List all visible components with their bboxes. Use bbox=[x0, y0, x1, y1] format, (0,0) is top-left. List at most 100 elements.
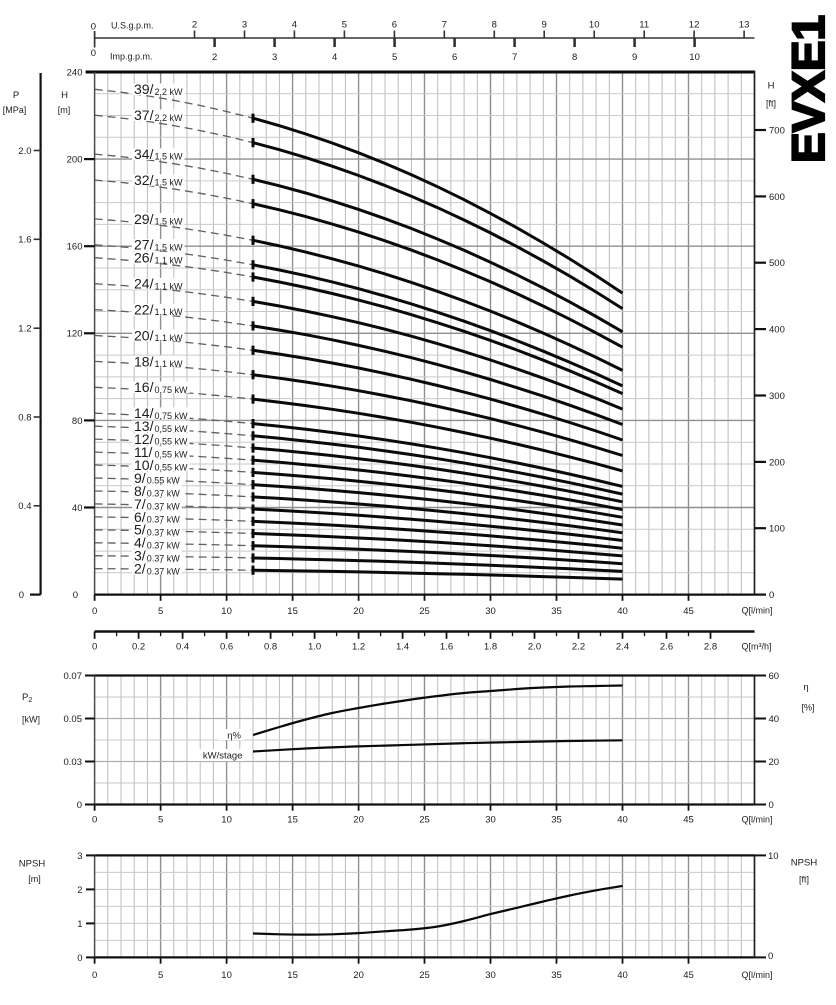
svg-text:[kW]: [kW] bbox=[22, 715, 40, 725]
svg-text:[m]: [m] bbox=[58, 105, 71, 115]
svg-text:[MPa]: [MPa] bbox=[3, 105, 27, 115]
svg-text:20: 20 bbox=[353, 606, 364, 617]
svg-text:Q[l/min]: Q[l/min] bbox=[742, 606, 773, 616]
svg-text:1.1 kW: 1.1 kW bbox=[155, 255, 184, 265]
svg-text:8: 8 bbox=[572, 52, 577, 63]
svg-text:9/: 9/ bbox=[134, 470, 146, 486]
svg-text:5: 5 bbox=[158, 606, 163, 617]
svg-text:40: 40 bbox=[617, 970, 628, 981]
svg-text:37/: 37/ bbox=[134, 107, 154, 123]
svg-text:25: 25 bbox=[419, 606, 430, 617]
svg-text:0.37 kW: 0.37 kW bbox=[147, 566, 181, 576]
svg-text:0: 0 bbox=[91, 22, 96, 33]
svg-text:10: 10 bbox=[689, 52, 700, 63]
svg-text:kW/stage: kW/stage bbox=[203, 751, 243, 762]
svg-text:P2: P2 bbox=[22, 692, 32, 704]
svg-text:3: 3 bbox=[77, 851, 82, 862]
svg-text:0.8: 0.8 bbox=[18, 412, 31, 423]
svg-text:1.5 kW: 1.5 kW bbox=[155, 152, 184, 162]
svg-text:120: 120 bbox=[67, 329, 83, 340]
svg-text:1.5 kW: 1.5 kW bbox=[155, 242, 184, 252]
svg-text:200: 200 bbox=[67, 155, 83, 166]
svg-text:4: 4 bbox=[332, 52, 337, 63]
svg-text:10: 10 bbox=[589, 20, 600, 31]
svg-text:16/: 16/ bbox=[134, 379, 154, 395]
svg-text:400: 400 bbox=[769, 325, 785, 336]
svg-text:11: 11 bbox=[639, 20, 649, 31]
svg-text:1: 1 bbox=[77, 919, 82, 930]
svg-text:10/: 10/ bbox=[134, 457, 154, 473]
svg-text:2.6: 2.6 bbox=[660, 642, 673, 653]
svg-text:1.2: 1.2 bbox=[18, 324, 31, 335]
svg-text:10: 10 bbox=[768, 851, 779, 862]
svg-text:9: 9 bbox=[542, 20, 547, 31]
svg-text:1.2: 1.2 bbox=[352, 642, 365, 653]
svg-text:7/: 7/ bbox=[134, 496, 146, 512]
svg-text:18/: 18/ bbox=[134, 353, 154, 369]
svg-text:100: 100 bbox=[769, 524, 785, 535]
svg-text:45: 45 bbox=[683, 815, 694, 826]
svg-text:2: 2 bbox=[212, 52, 217, 63]
svg-text:0.07: 0.07 bbox=[64, 671, 83, 682]
svg-text:60: 60 bbox=[769, 671, 780, 682]
svg-text:500: 500 bbox=[769, 258, 785, 269]
svg-text:0: 0 bbox=[92, 815, 97, 826]
svg-text:2.2 kW: 2.2 kW bbox=[155, 87, 184, 97]
svg-text:200: 200 bbox=[769, 457, 785, 468]
svg-text:0: 0 bbox=[92, 970, 97, 981]
svg-text:1.1 kW: 1.1 kW bbox=[155, 359, 184, 369]
svg-text:15: 15 bbox=[287, 815, 298, 826]
svg-text:0.37 kW: 0.37 kW bbox=[147, 515, 181, 525]
svg-text:10: 10 bbox=[221, 606, 232, 617]
svg-text:40: 40 bbox=[769, 714, 780, 725]
svg-text:0: 0 bbox=[769, 800, 774, 811]
svg-text:H: H bbox=[768, 81, 775, 92]
svg-text:15: 15 bbox=[287, 606, 298, 617]
svg-text:25: 25 bbox=[419, 815, 430, 826]
svg-text:40: 40 bbox=[617, 815, 628, 826]
svg-text:300: 300 bbox=[769, 391, 785, 402]
svg-text:1.8: 1.8 bbox=[484, 642, 497, 653]
svg-text:11/: 11/ bbox=[134, 444, 153, 460]
svg-text:Imp.g.p.m.: Imp.g.p.m. bbox=[110, 52, 153, 62]
svg-text:0.05: 0.05 bbox=[64, 714, 83, 725]
svg-text:2.0: 2.0 bbox=[18, 146, 31, 157]
svg-text:7: 7 bbox=[512, 52, 517, 63]
svg-text:[ft]: [ft] bbox=[766, 99, 776, 109]
svg-text:3: 3 bbox=[242, 20, 247, 31]
svg-text:2: 2 bbox=[77, 885, 82, 896]
svg-text:0: 0 bbox=[92, 642, 97, 653]
svg-text:26/: 26/ bbox=[134, 250, 154, 266]
svg-text:10: 10 bbox=[221, 815, 232, 826]
svg-text:0.6: 0.6 bbox=[220, 642, 233, 653]
svg-text:30: 30 bbox=[485, 970, 496, 981]
svg-text:H: H bbox=[61, 90, 68, 101]
svg-text:0.55 kW: 0.55 kW bbox=[155, 450, 189, 460]
svg-text:5: 5 bbox=[158, 815, 163, 826]
svg-text:Q[l/min]: Q[l/min] bbox=[742, 970, 773, 980]
svg-text:600: 600 bbox=[769, 192, 785, 203]
svg-text:700: 700 bbox=[769, 125, 785, 136]
svg-text:2/: 2/ bbox=[134, 561, 146, 577]
svg-text:1.4: 1.4 bbox=[396, 642, 409, 653]
svg-text:5/: 5/ bbox=[134, 522, 146, 538]
svg-text:10: 10 bbox=[221, 970, 232, 981]
svg-text:0.37 kW: 0.37 kW bbox=[147, 540, 181, 550]
svg-text:24/: 24/ bbox=[134, 276, 154, 292]
svg-text:1.0: 1.0 bbox=[308, 642, 321, 653]
svg-text:0.55 kW: 0.55 kW bbox=[155, 424, 189, 434]
svg-text:2: 2 bbox=[192, 20, 197, 31]
svg-text:22/: 22/ bbox=[134, 302, 154, 318]
svg-text:0.55 kW: 0.55 kW bbox=[147, 476, 181, 486]
svg-text:[m]: [m] bbox=[28, 874, 41, 884]
svg-text:240: 240 bbox=[67, 67, 83, 78]
svg-text:1.1 kW: 1.1 kW bbox=[155, 307, 184, 317]
svg-text:5: 5 bbox=[392, 52, 397, 63]
svg-text:0.03: 0.03 bbox=[64, 757, 83, 768]
svg-text:40: 40 bbox=[72, 503, 83, 514]
svg-text:1.5 kW: 1.5 kW bbox=[155, 178, 184, 188]
svg-text:0: 0 bbox=[769, 590, 774, 601]
svg-text:0: 0 bbox=[768, 951, 773, 962]
svg-text:NPSH: NPSH bbox=[791, 858, 818, 869]
svg-text:1.1 kW: 1.1 kW bbox=[155, 333, 184, 343]
